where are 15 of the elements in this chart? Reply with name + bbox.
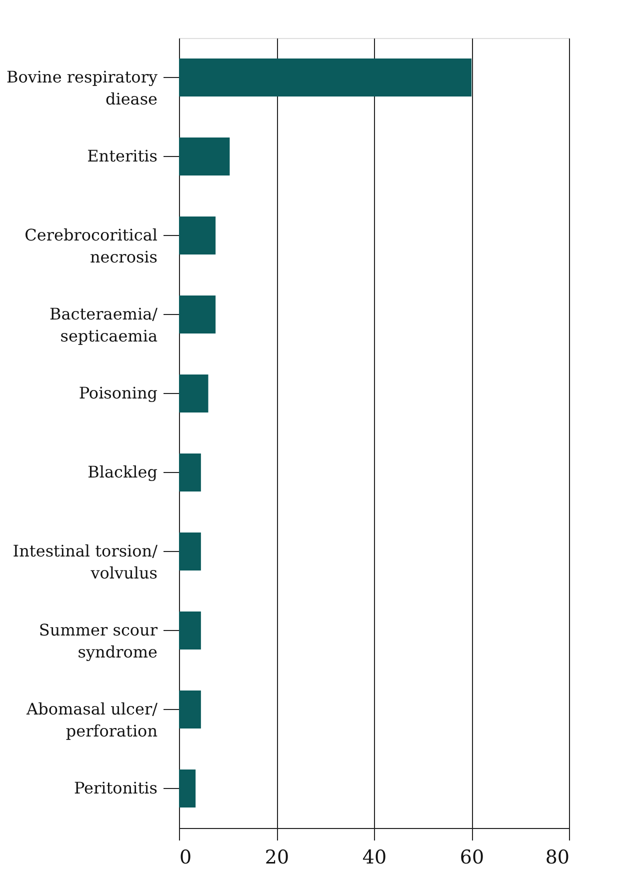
y-tick-label: Summer scour syndrome (38, 620, 158, 662)
y-tick-label: Intestinal torsion/ volvulus (12, 542, 158, 582)
x-tick-label: 40 (362, 846, 387, 868)
x-tick-label: 80 (545, 846, 570, 868)
y-tick-label: Cerebrocoritical necrosis (24, 226, 158, 266)
y-tick-label: Bacteraemia/ septicaemia (49, 304, 158, 346)
y-tick-label: Bovine respiratory diease (6, 68, 158, 108)
y-tick-label: Peritonitis (74, 778, 158, 798)
x-tick-label: 20 (264, 846, 290, 868)
x-tick-label: 60 (460, 846, 484, 868)
y-tick-label: Abomasal ulcer/ perforation (26, 700, 158, 740)
y-tick-label: Enteritis (87, 146, 158, 166)
y-tick-label: Poisoning (78, 384, 158, 402)
x-tick-label: 0 (180, 846, 192, 868)
y-tick-label: Blackleg (88, 462, 158, 482)
